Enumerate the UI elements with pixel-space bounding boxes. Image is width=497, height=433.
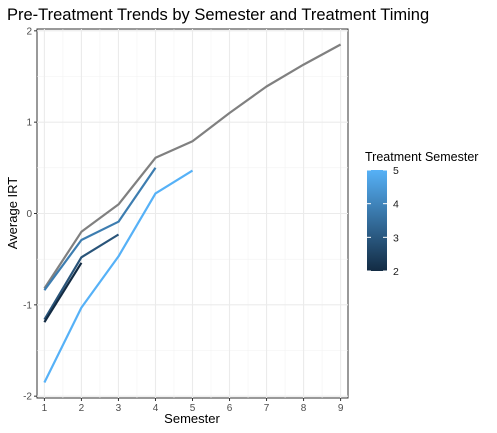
legend-tick-label: 2 [393, 266, 399, 278]
x-tick-label: 7 [264, 403, 270, 414]
legend-colorbar [367, 170, 387, 271]
series-line [43, 167, 157, 291]
series-line [43, 169, 194, 383]
series-line [43, 233, 120, 321]
x-axis-label: Semester [164, 411, 220, 426]
series-lines [43, 43, 342, 383]
y-axis-ticks: -2 -1 0 1 2 [23, 26, 37, 403]
x-tick-label: 2 [79, 403, 85, 414]
y-tick-label: 0 [26, 209, 32, 220]
legend: Treatment Semester 2 3 4 5 [365, 150, 478, 278]
y-tick-label: 1 [26, 118, 32, 129]
x-tick-label: 1 [42, 403, 48, 414]
y-tick-label: -2 [23, 392, 32, 403]
x-tick-label: 6 [227, 403, 233, 414]
legend-tick-label: 4 [393, 199, 399, 211]
series-line [43, 43, 342, 290]
y-axis-label: Average IRT [5, 177, 20, 250]
chart-title: Pre-Treatment Trends by Semester and Tre… [7, 6, 429, 24]
legend-ticks: 2 3 4 5 [367, 165, 399, 278]
series-line [43, 262, 83, 323]
y-tick-label: 2 [26, 26, 32, 37]
x-tick-label: 5 [190, 403, 196, 414]
legend-title: Treatment Semester [365, 150, 478, 164]
grid [37, 29, 348, 398]
x-tick-label: 8 [301, 403, 307, 414]
legend-tick-label: 3 [393, 232, 399, 244]
y-tick-label: -1 [23, 300, 32, 311]
legend-tick-label: 5 [393, 165, 399, 177]
x-tick-label: 3 [116, 403, 122, 414]
x-tick-label: 4 [153, 403, 159, 414]
x-tick-label: 9 [338, 403, 344, 414]
x-axis-ticks: 1 2 3 4 5 6 7 8 9 [42, 398, 344, 414]
